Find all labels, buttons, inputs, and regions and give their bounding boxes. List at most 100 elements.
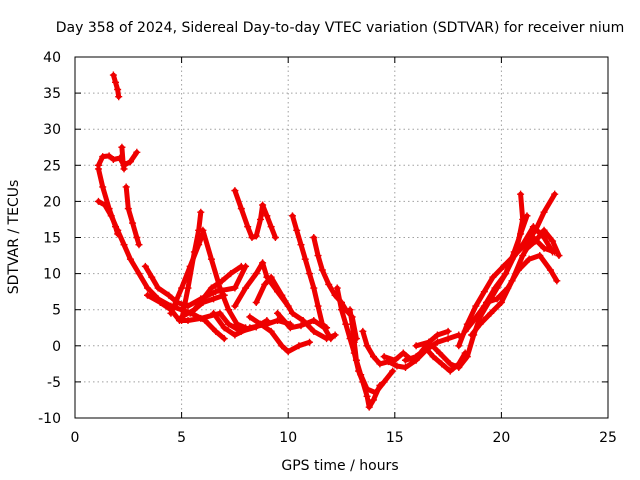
data-point	[242, 284, 250, 292]
data-point	[114, 226, 122, 234]
data-point	[135, 270, 143, 278]
data-point	[365, 403, 373, 411]
data-point	[376, 360, 384, 368]
series-s19	[246, 313, 314, 356]
data-point	[252, 270, 260, 278]
data-point	[470, 317, 478, 325]
data-point	[126, 255, 134, 263]
data-point	[444, 335, 452, 343]
data-point	[508, 255, 516, 263]
data-point	[252, 298, 260, 306]
data-point	[154, 284, 162, 292]
data-point	[357, 371, 365, 379]
data-point	[301, 255, 309, 263]
data-point	[267, 273, 275, 281]
data-point	[118, 143, 126, 151]
series-trace	[413, 213, 530, 370]
data-point	[186, 309, 194, 317]
y-tick-label: 5	[52, 303, 61, 319]
data-point	[482, 298, 490, 306]
data-point	[156, 298, 164, 306]
data-point	[487, 309, 495, 317]
data-point	[327, 335, 335, 343]
data-point	[190, 248, 198, 256]
data-point	[207, 284, 215, 292]
data-point	[184, 317, 192, 325]
data-point	[274, 309, 282, 317]
data-point	[256, 215, 264, 223]
data-point	[342, 320, 350, 328]
series-trace	[96, 198, 121, 233]
data-point	[310, 327, 318, 335]
series-s24	[346, 306, 397, 397]
data-point	[519, 252, 527, 260]
data-point	[333, 284, 341, 292]
data-point	[310, 284, 318, 292]
data-point	[197, 314, 205, 322]
y-tick-label: 35	[43, 86, 61, 102]
data-point	[99, 153, 107, 161]
data-point	[540, 208, 548, 216]
data-point	[525, 255, 533, 263]
data-point	[429, 353, 437, 361]
data-point	[455, 342, 463, 350]
data-point	[363, 385, 371, 393]
data-point	[318, 266, 326, 274]
data-point	[306, 338, 314, 346]
data-point	[178, 313, 186, 321]
data-point	[210, 309, 218, 317]
data-point	[363, 392, 371, 400]
data-point	[107, 212, 115, 220]
data-point	[423, 345, 431, 353]
data-point	[295, 342, 303, 350]
data-point	[546, 266, 554, 274]
data-point	[112, 78, 120, 86]
data-point	[237, 205, 245, 213]
data-point	[231, 187, 239, 195]
data-point	[167, 309, 175, 317]
data-point	[314, 252, 322, 260]
data-point	[325, 280, 333, 288]
series-trace	[462, 191, 526, 334]
data-point	[314, 302, 322, 310]
data-point	[288, 212, 296, 220]
data-point	[412, 342, 420, 350]
data-point	[124, 205, 132, 213]
series-s32	[482, 252, 561, 306]
y-axis-label: SDTVAR / TECUs	[6, 180, 22, 295]
data-point	[523, 244, 531, 252]
series-trace	[484, 253, 560, 305]
data-point	[446, 367, 454, 375]
data-point	[412, 353, 420, 361]
data-point	[115, 93, 123, 101]
x-tick-label: 0	[71, 430, 80, 446]
data-point	[120, 241, 128, 249]
data-point	[126, 158, 134, 166]
data-point	[493, 295, 501, 303]
data-point	[271, 234, 279, 241]
data-point	[401, 363, 409, 371]
data-point	[101, 201, 109, 209]
data-point	[553, 277, 561, 285]
data-point	[256, 320, 264, 328]
series-s34	[523, 226, 563, 260]
axis-ticks: 0 5 10 15 20 25 -10 -5 0 5 10 15 20 25 30 35 40	[38, 50, 617, 446]
data-point	[491, 284, 499, 292]
data-point	[274, 317, 282, 325]
x-tick-label: 5	[177, 430, 186, 446]
data-point	[165, 291, 173, 299]
data-point	[267, 327, 275, 335]
data-point	[278, 342, 286, 350]
data-point	[184, 284, 192, 292]
data-point	[143, 284, 151, 292]
data-point	[297, 241, 305, 249]
data-point	[109, 156, 117, 164]
data-point	[225, 306, 233, 314]
data-point	[502, 270, 510, 278]
data-point	[380, 378, 388, 386]
data-point	[220, 335, 228, 343]
data-point	[480, 288, 488, 296]
data-point	[94, 197, 102, 205]
data-point	[519, 215, 527, 223]
